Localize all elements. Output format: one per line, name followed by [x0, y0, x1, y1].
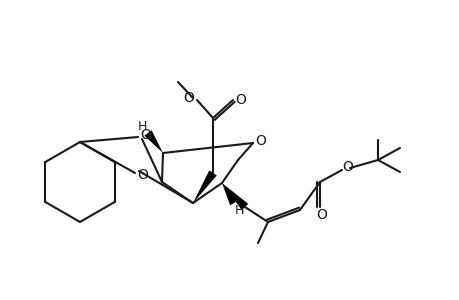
Text: O: O [255, 134, 266, 148]
Polygon shape [193, 170, 216, 203]
Text: O: O [137, 168, 148, 182]
Text: O: O [183, 91, 194, 105]
Text: O: O [235, 93, 246, 107]
Text: H: H [137, 119, 146, 133]
Text: O: O [140, 128, 151, 142]
Text: H: H [234, 205, 243, 218]
Text: O: O [342, 160, 353, 174]
Polygon shape [222, 183, 237, 205]
Polygon shape [222, 183, 248, 210]
Polygon shape [144, 130, 162, 153]
Text: O: O [316, 208, 327, 222]
